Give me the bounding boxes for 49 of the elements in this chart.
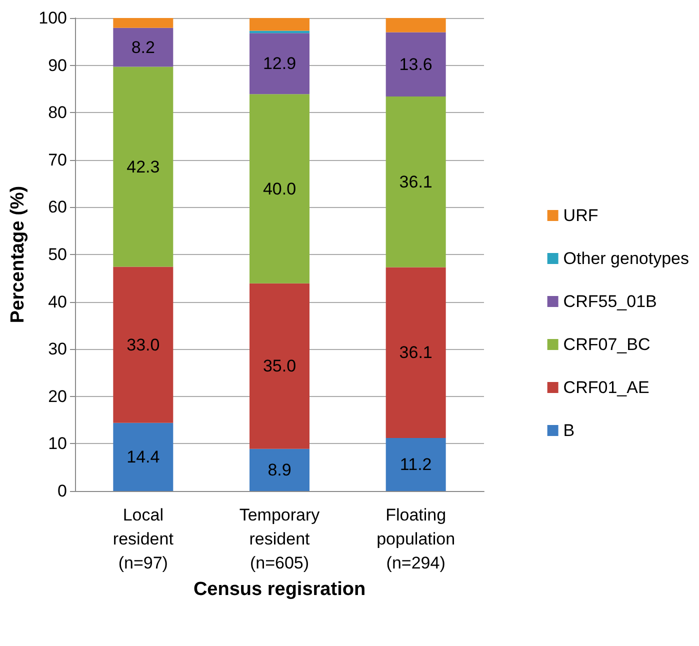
bar	[113, 422, 174, 491]
data-label: 14.4	[126, 447, 160, 466]
y-tick-label: 0	[58, 482, 67, 500]
data-label: 35.0	[262, 356, 296, 376]
data-label: 11.2	[400, 455, 432, 474]
bar	[386, 96, 446, 268]
bar	[113, 266, 174, 423]
data-label: 36.1	[399, 172, 432, 192]
legend-label: CRF07_BC	[563, 335, 650, 354]
bar	[386, 438, 446, 491]
y-tick-label: 20	[48, 386, 67, 406]
y-tick-label: 30	[48, 340, 67, 359]
bar	[113, 18, 174, 28]
x-tick-label: Local resident (n=97)	[112, 506, 174, 572]
y-axis-title: Percentage (%)	[8, 186, 29, 324]
bar	[250, 33, 310, 94]
data-label: 13.6	[399, 54, 432, 74]
bar	[250, 448, 310, 491]
x-axis-title: Census regisration	[193, 578, 366, 600]
bar	[386, 267, 446, 438]
bar	[113, 66, 174, 267]
data-label: 42.3	[126, 157, 160, 176]
bar	[250, 94, 310, 284]
data-label: 8.2	[131, 38, 155, 57]
x-tick-label: Temporary resident (n=605)	[239, 506, 320, 572]
y-tick-label: 100	[38, 8, 67, 28]
bar	[250, 18, 310, 31]
y-tick-label: 60	[48, 198, 67, 217]
bar	[386, 18, 446, 32]
x-tick-label: Floating population (n=294)	[376, 506, 456, 572]
legend-label: CRF55_01B	[563, 292, 657, 311]
y-tick-label: 70	[48, 150, 67, 170]
legend-label: Other genotypes	[563, 249, 690, 268]
bar	[250, 283, 310, 449]
data-label: 40.0	[262, 179, 296, 198]
y-tick-label: 50	[48, 245, 67, 264]
y-tick-label: 80	[48, 103, 67, 122]
bar	[113, 28, 174, 67]
legend-label: CRF01_AE	[563, 378, 650, 397]
data-label: 33.0	[126, 335, 160, 354]
legend-label: B	[563, 421, 575, 440]
bar	[386, 32, 446, 97]
data-label: 8.9	[268, 460, 292, 480]
legend-label: URF	[563, 206, 598, 225]
y-tick-label: 10	[48, 434, 67, 454]
y-tick-label: 90	[48, 56, 67, 75]
data-label: 12.9	[262, 54, 296, 74]
data-label: 36.1	[399, 343, 432, 362]
y-tick-label: 40	[48, 292, 67, 312]
